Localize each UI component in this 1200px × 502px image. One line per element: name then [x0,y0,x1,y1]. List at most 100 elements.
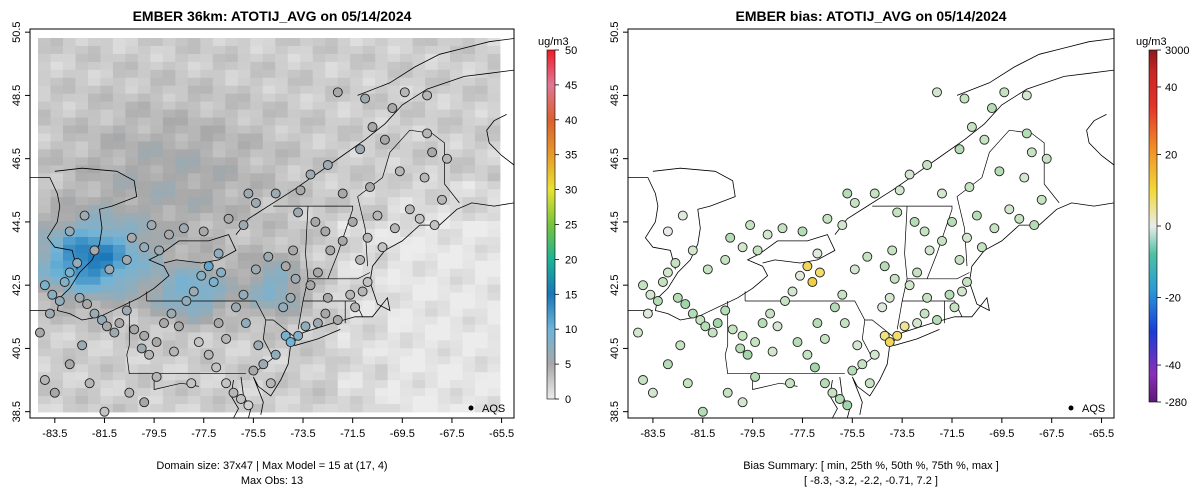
model-grid-cell [175,356,189,365]
model-grid-cell [425,284,438,294]
model-grid-cell [350,109,364,118]
model-grid-cell [337,45,351,55]
model-grid-cell [262,348,276,357]
bias-map-panel: EMBER bias: ATOTIJ_AVG on 05/14/2024 -83… [609,8,1189,487]
model-grid-cell [50,308,64,317]
model-grid-cell [75,300,89,309]
model-grid-cell [287,404,301,413]
model-grid-cell [162,260,176,270]
model-grid-cell [250,300,264,309]
model-grid-cell [100,85,114,95]
model-grid-cell [87,356,101,365]
model-grid-cell [50,260,64,270]
model-grid-cell [38,236,51,246]
bias-site [912,318,923,329]
model-grid-cell [262,109,276,118]
model-grid-cell [87,149,101,158]
aqs-site [79,210,90,221]
model-grid-cell [450,53,463,63]
model-grid-cell [400,77,413,87]
model-grid-cell [300,69,314,79]
model-grid-cell [137,149,151,158]
model-grid-cell [475,292,488,301]
model-grid-cell [362,244,376,254]
model-grid-cell [125,157,139,166]
model-grid-cell [287,284,301,294]
model-grid-cell [287,396,301,405]
aqs-site [285,292,296,303]
model-grid-cell [187,125,201,134]
bias-site [720,305,731,316]
bias-site [894,185,905,196]
model-grid-cell [162,197,176,206]
model-grid-cell [450,61,463,71]
y-tick-label: 50.5 [11,21,23,42]
aqs-site [188,286,199,297]
model-grid-cell [387,316,401,325]
model-grid-cell [312,125,326,134]
model-grid-cell [462,133,476,142]
model-grid-cell [375,348,389,357]
model-grid-cell [325,157,339,166]
model-grid-cell [450,236,463,246]
model-grid-cell [212,284,226,294]
bias-site [737,330,748,341]
model-grid-cell [300,388,314,397]
bias-site [642,308,653,319]
model-grid-cell [450,69,463,79]
model-grid-cell [350,117,364,126]
model-grid-cell [475,181,488,190]
bias-site [842,188,853,199]
model-grid-cell [375,165,389,174]
model-grid-cell [75,332,89,341]
model-grid-cell [375,396,389,405]
model-grid-cell [62,117,76,126]
model-grid-cell [250,157,264,166]
bias-site [735,343,746,354]
model-grid-cell [38,332,51,341]
model-grid-cell [287,324,301,333]
model-grid-cell [150,109,164,118]
bias-site [670,258,681,268]
model-grid-cell [450,228,463,238]
model-grid-cell [175,276,189,286]
model-grid-cell [100,260,114,270]
model-grid-cell [38,165,51,174]
model-grid-cell [112,348,126,357]
model-grid-cell [100,284,114,294]
model-grid-cell [425,157,438,166]
model-grid-cell [362,284,376,294]
model-grid-cell [450,332,463,341]
model-grid-cell [400,228,413,238]
model-grid-cell [462,268,476,278]
model-grid-cell [175,181,189,190]
model-grid-cell [337,252,351,262]
model-grid-cell [400,149,413,158]
model-grid-cell [325,149,339,158]
aqs-site [357,286,368,297]
model-grid-cell [38,38,51,47]
model-grid-cell [87,388,101,397]
model-grid-cell [450,380,463,389]
model-grid-cell [400,268,413,278]
model-grid-cell [225,117,239,126]
model-grid-cell [300,252,314,262]
model-grid-cells [38,38,501,413]
model-grid-cell [137,276,151,286]
model-grid-cell [212,85,226,95]
model-grid-cell [100,380,114,389]
model-grid-cell [100,236,114,246]
model-grid-cell [125,404,139,413]
model-grid-cell [200,101,214,111]
right-colorbar-units: ug/m3 [1136,36,1167,48]
model-grid-cell [375,45,389,55]
model-grid-cell [150,228,164,238]
model-grid-cell [287,189,301,198]
model-grid-cell [200,141,214,150]
model-grid-cell [487,213,501,222]
model-grid-cell [275,69,289,79]
aqs-site [290,273,301,284]
model-grid-cell [312,244,326,254]
model-grid-cell [337,213,351,222]
model-grid-cell [475,173,488,182]
